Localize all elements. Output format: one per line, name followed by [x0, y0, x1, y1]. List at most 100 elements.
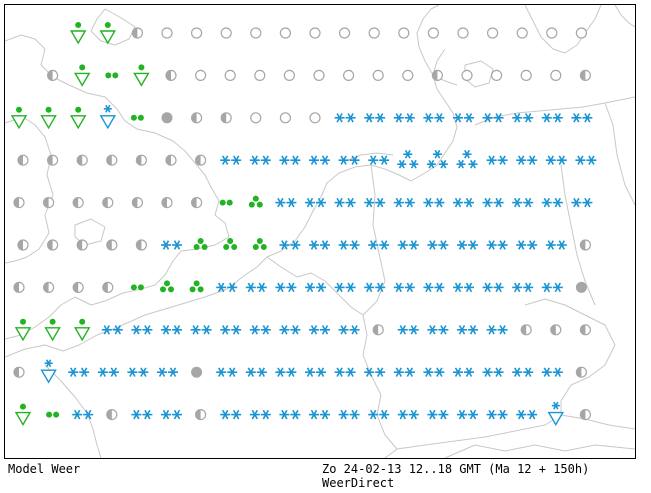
half-cloudy-icon	[131, 27, 143, 39]
snow-icon	[334, 197, 356, 208]
half-cloudy-icon	[46, 69, 59, 82]
heavy-rain-icon	[193, 238, 208, 250]
rain-shower-icon	[73, 318, 91, 342]
coastline-wales	[74, 218, 106, 246]
snow-icon	[249, 409, 271, 420]
border-germany-nl	[362, 164, 386, 316]
rain-shower-icon	[14, 318, 32, 342]
cloudy-dry-icon	[254, 69, 266, 82]
snow-icon	[516, 155, 538, 165]
rain-shower-icon	[10, 106, 28, 130]
snow-icon	[571, 197, 593, 208]
snow-icon	[72, 409, 94, 420]
snow-shower-icon	[547, 401, 565, 426]
coastline-biscay	[44, 364, 102, 458]
snow-icon	[482, 282, 504, 293]
half-cloudy-icon	[579, 324, 592, 336]
snow-icon	[309, 409, 330, 420]
rain-icon	[219, 199, 233, 206]
overcast-icon	[575, 281, 587, 293]
snow-icon	[482, 197, 504, 208]
cloudy-dry-icon	[191, 27, 203, 39]
snow-icon	[338, 325, 360, 335]
coastline-netherlands	[280, 164, 412, 252]
half-cloudy-icon	[550, 324, 562, 336]
snow-icon	[368, 155, 390, 165]
snow-icon	[279, 325, 301, 335]
snow-icon	[279, 409, 301, 420]
border-poland-north	[604, 102, 635, 206]
snow-icon	[161, 409, 182, 420]
half-cloudy-icon	[191, 197, 203, 209]
forecast-datetime: Zo 24-02-13 12..18 GMT (Ma 12 + 150h)	[322, 462, 590, 476]
snow-icon	[423, 113, 445, 123]
half-cloudy-icon	[106, 154, 118, 166]
half-cloudy-icon	[161, 197, 173, 209]
snow-icon	[397, 325, 419, 335]
cloudy-dry-icon	[339, 27, 351, 39]
snow-icon	[364, 367, 386, 377]
snow-icon	[393, 367, 415, 377]
snow-icon	[457, 325, 478, 335]
snow-icon	[127, 367, 149, 377]
cloudy-dry-icon	[575, 27, 588, 39]
half-cloudy-icon	[72, 197, 84, 209]
snow-icon	[453, 282, 474, 293]
coastline-ireland	[5, 116, 54, 264]
snow-icon	[368, 409, 390, 420]
snow-icon	[338, 409, 360, 420]
cloudy-dry-icon	[398, 27, 410, 39]
snow-icon	[512, 197, 534, 208]
rain-shower-icon	[73, 64, 91, 87]
cloudy-dry-icon	[520, 69, 532, 82]
border-czech	[524, 298, 616, 415]
weather-symbols	[10, 22, 597, 426]
border-germany-south	[396, 414, 562, 450]
snow-icon	[190, 325, 212, 335]
half-cloudy-icon	[17, 239, 29, 251]
half-cloudy-icon	[135, 239, 147, 251]
rain-shower-icon	[99, 22, 117, 45]
half-cloudy-icon	[520, 324, 532, 336]
half-cloudy-icon	[106, 409, 118, 421]
snow-icon	[161, 325, 182, 335]
cloudy-dry-icon	[457, 27, 469, 39]
cloudy-dry-icon	[427, 27, 439, 39]
snow-icon	[245, 367, 267, 377]
half-cloudy-icon	[76, 239, 88, 251]
snow-icon	[216, 367, 238, 377]
cloudy-dry-icon	[250, 112, 262, 124]
half-cloudy-icon	[72, 281, 84, 293]
snow-icon	[279, 155, 301, 165]
half-cloudy-icon	[579, 409, 592, 421]
coastlines	[5, 5, 635, 458]
snow-icon	[516, 409, 538, 420]
snow-shower-icon	[40, 359, 57, 384]
weather-map-frame	[4, 4, 636, 459]
rain-icon	[105, 72, 119, 79]
snow-icon	[453, 367, 474, 377]
snow-icon	[334, 282, 356, 293]
snow-icon	[516, 240, 538, 250]
cloudy-dry-icon	[402, 69, 414, 82]
snow-icon	[334, 367, 356, 377]
cloudy-dry-icon	[516, 27, 528, 39]
cloudy-dry-icon	[309, 112, 321, 124]
snow-icon	[220, 325, 242, 335]
snow-icon	[423, 282, 445, 293]
snow-icon	[486, 325, 508, 335]
snow-icon	[423, 197, 445, 208]
half-cloudy-icon	[195, 154, 207, 166]
snow-icon	[393, 113, 415, 123]
snow-icon	[364, 197, 386, 208]
snow-icon	[131, 325, 153, 335]
half-cloudy-icon	[102, 197, 114, 209]
snow-icon	[249, 155, 271, 165]
coastline-sweden	[524, 5, 602, 54]
cloudy-dry-icon	[550, 69, 562, 82]
snow-icon	[453, 197, 474, 208]
cloudy-dry-icon	[161, 27, 173, 39]
cloudy-dry-icon	[491, 69, 503, 82]
weather-map	[5, 5, 635, 458]
border-lux	[338, 294, 364, 316]
